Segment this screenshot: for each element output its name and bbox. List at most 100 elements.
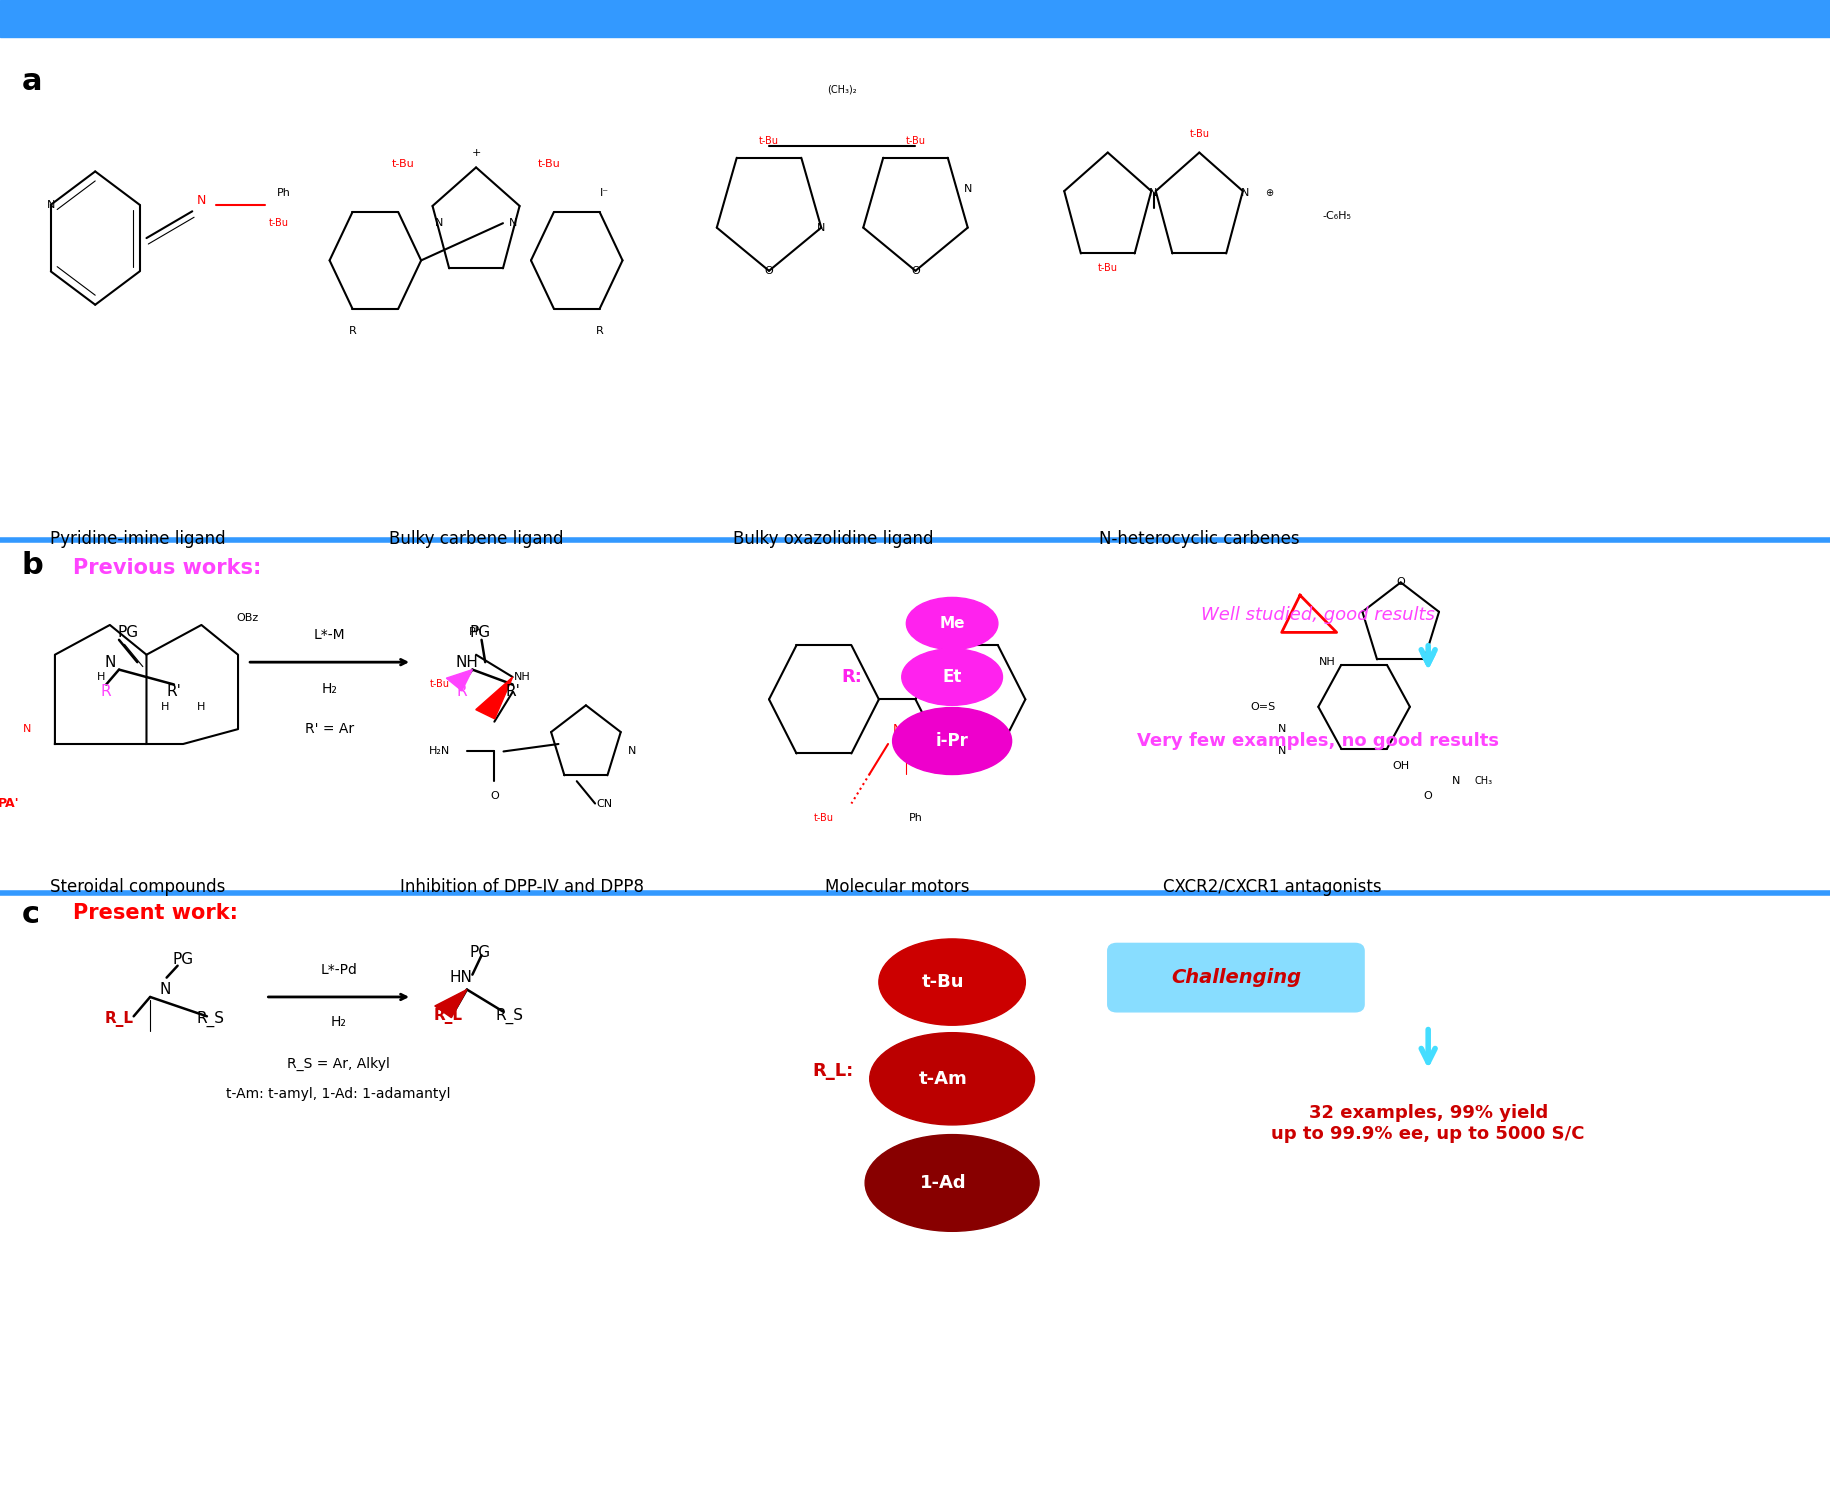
Text: a: a: [22, 67, 42, 95]
Text: t-Am: t-Am: [919, 1070, 966, 1088]
Text: c: c: [22, 900, 40, 929]
Text: N: N: [891, 723, 902, 735]
FancyArrowPatch shape: [1420, 1030, 1435, 1062]
Text: O: O: [1424, 792, 1431, 801]
Text: Challenging: Challenging: [1169, 969, 1301, 987]
Text: Bulky oxazolidine ligand: Bulky oxazolidine ligand: [732, 530, 933, 548]
Text: CH₃: CH₃: [1473, 777, 1491, 786]
Text: R' = Ar: R' = Ar: [306, 722, 353, 737]
Text: R': R': [505, 684, 520, 699]
Text: R:: R:: [840, 668, 862, 686]
Text: O: O: [911, 266, 919, 275]
Text: O: O: [1396, 577, 1404, 588]
Text: N-heterocyclic carbenes: N-heterocyclic carbenes: [1098, 530, 1299, 548]
Text: N: N: [1451, 777, 1459, 786]
Text: NH: NH: [1318, 658, 1336, 667]
Text: t-Bu: t-Bu: [269, 219, 287, 228]
Text: Very few examples, no good results: Very few examples, no good results: [1136, 732, 1499, 750]
Text: R_S: R_S: [494, 1009, 523, 1024]
Text: Ph: Ph: [276, 189, 291, 198]
Text: OBz: OBz: [236, 613, 258, 622]
Text: t-Bu: t-Bu: [538, 159, 560, 168]
Text: R: R: [101, 684, 112, 699]
Text: R_S: R_S: [196, 1012, 225, 1027]
Text: N: N: [816, 223, 825, 232]
Text: H: H: [97, 673, 104, 682]
Text: R_L: R_L: [104, 1012, 134, 1027]
Text: t-Bu: t-Bu: [1190, 129, 1208, 138]
FancyBboxPatch shape: [1107, 943, 1363, 1012]
Text: L*-Pd: L*-Pd: [320, 963, 357, 978]
Text: 1-Ad: 1-Ad: [919, 1174, 966, 1192]
Text: O=S: O=S: [1250, 702, 1276, 711]
Text: t-Bu: t-Bu: [392, 159, 414, 168]
Text: CXCR2/CXCR1 antagonists: CXCR2/CXCR1 antagonists: [1162, 878, 1382, 896]
Ellipse shape: [866, 1134, 1039, 1232]
Text: R: R: [595, 326, 604, 336]
Text: N: N: [1241, 189, 1248, 198]
Text: t-Am: t-amyl, 1-Ad: 1-adamantyl: t-Am: t-amyl, 1-Ad: 1-adamantyl: [227, 1086, 450, 1101]
Text: R_S = Ar, Alkyl: R_S = Ar, Alkyl: [287, 1056, 390, 1071]
Text: b: b: [22, 551, 44, 579]
Ellipse shape: [878, 939, 1025, 1025]
Text: N: N: [46, 199, 55, 210]
Text: t-Bu: t-Bu: [920, 973, 964, 991]
Text: N: N: [1149, 189, 1157, 198]
Polygon shape: [434, 990, 467, 1018]
Text: Pyridine-imine ligand: Pyridine-imine ligand: [49, 530, 225, 548]
Text: N: N: [628, 747, 635, 756]
Text: Ph: Ph: [468, 628, 483, 637]
Text: ⊕: ⊕: [1265, 189, 1272, 198]
Text: H₂N: H₂N: [428, 747, 450, 756]
Text: NH: NH: [456, 655, 478, 670]
Text: N: N: [159, 982, 170, 997]
Text: N: N: [24, 725, 31, 734]
Text: O: O: [765, 266, 772, 275]
Polygon shape: [476, 677, 512, 719]
Polygon shape: [447, 670, 472, 690]
Text: L*-M: L*-M: [313, 628, 346, 643]
Text: CN: CN: [597, 799, 611, 808]
Text: PG: PG: [172, 952, 194, 967]
Ellipse shape: [893, 707, 1010, 774]
Text: R: R: [456, 684, 467, 699]
Text: t-Bu: t-Bu: [759, 137, 778, 146]
Ellipse shape: [900, 649, 1003, 705]
Text: Steroidal compounds: Steroidal compounds: [49, 878, 225, 896]
Text: Ph: Ph: [908, 814, 922, 823]
Text: NH: NH: [512, 673, 531, 682]
Text: OH: OH: [1391, 762, 1409, 771]
Text: +: +: [470, 147, 481, 158]
Text: t-Bu: t-Bu: [906, 137, 924, 146]
Text: PG: PG: [117, 625, 139, 640]
Text: Well studied, good results: Well studied, good results: [1200, 606, 1435, 623]
Text: N: N: [196, 195, 207, 207]
Text: H₂: H₂: [322, 682, 337, 696]
Text: H₂: H₂: [331, 1015, 346, 1030]
Text: Previous works:: Previous works:: [73, 558, 262, 577]
Text: t-Bu: t-Bu: [1098, 263, 1116, 272]
FancyArrowPatch shape: [1420, 646, 1435, 664]
Text: N: N: [104, 655, 115, 670]
Text: Molecular motors: Molecular motors: [825, 878, 968, 896]
Ellipse shape: [906, 598, 997, 649]
Text: N: N: [1277, 725, 1285, 734]
Text: H: H: [198, 702, 205, 711]
Text: N: N: [963, 185, 972, 193]
Text: i-Pr: i-Pr: [935, 732, 968, 750]
Text: -C₆H₅: -C₆H₅: [1321, 211, 1351, 220]
Text: R_L: R_L: [434, 1009, 463, 1024]
Text: Me: Me: [939, 616, 964, 631]
Text: PG: PG: [468, 625, 490, 640]
Text: t-Bu: t-Bu: [430, 680, 448, 689]
Text: t-Bu: t-Bu: [814, 814, 833, 823]
Text: O: O: [490, 792, 498, 801]
Text: PG: PG: [468, 945, 490, 960]
Text: 32 examples, 99% yield
up to 99.9% ee, up to 5000 S/C: 32 examples, 99% yield up to 99.9% ee, u…: [1270, 1104, 1585, 1143]
Bar: [0, 0, 1830, 37]
Ellipse shape: [869, 1033, 1034, 1125]
Text: N: N: [1277, 747, 1285, 756]
Text: N: N: [509, 219, 516, 228]
Text: I⁻: I⁻: [600, 189, 608, 198]
Text: PA': PA': [0, 798, 20, 809]
